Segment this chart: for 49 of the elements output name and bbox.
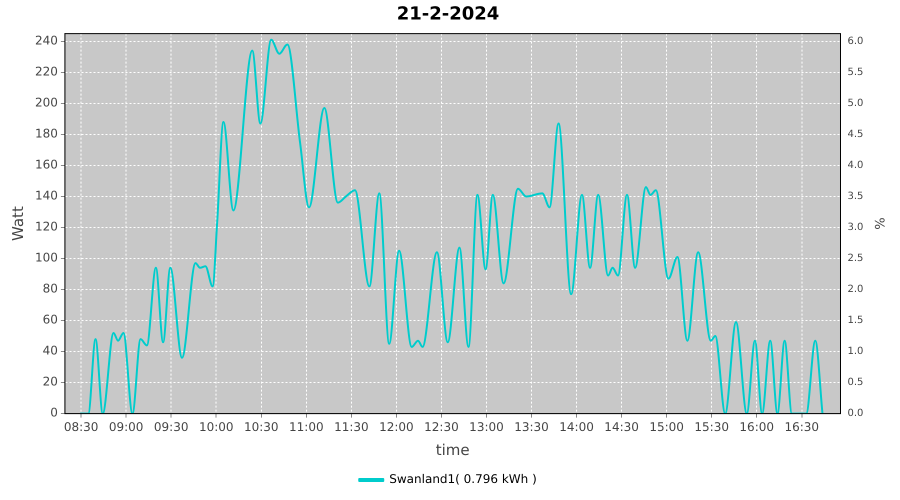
x-tick-label: 11:30: [334, 420, 369, 434]
y2-tick-label: 2.0: [847, 284, 864, 296]
x-tick-label: 09:00: [108, 420, 144, 434]
y-axis-title: Watt: [8, 206, 27, 242]
y2-tick-label: 3.0: [847, 222, 864, 234]
x-tick-label: 12:00: [379, 420, 414, 434]
x-tick-label: 13:30: [514, 420, 549, 434]
x-tick-label: 10:30: [244, 420, 279, 434]
x-tick-label: 13:00: [469, 420, 504, 434]
x-tick-label: 09:30: [154, 420, 188, 434]
y-tick-label: 120: [35, 220, 58, 234]
y-tick-label: 80: [42, 282, 58, 296]
legend-label: Swanland1( 0.796 kWh ): [389, 472, 537, 486]
x-tick-label: 14:30: [604, 420, 639, 434]
y-tick-label: 160: [35, 158, 58, 172]
line-series: [79, 38, 824, 414]
y-tick-label: 100: [35, 250, 58, 265]
y-tick-label: 200: [35, 96, 58, 110]
y-tick-label: 240: [35, 33, 58, 48]
y2-tick-label: 3.5: [847, 191, 864, 202]
y-tick-label: 220: [35, 64, 58, 78]
chart-title: 21-2-2024: [396, 3, 500, 24]
y2-axis-title: %: [870, 217, 886, 230]
x-tick-label: 10:00: [198, 420, 234, 434]
y-tick-label: 0: [50, 406, 58, 420]
y-tick-label: 40: [42, 344, 58, 358]
x-tick-label: 08:30: [64, 420, 98, 434]
x-tick-label: 15:30: [694, 420, 729, 434]
y2-tick-label: 1.5: [847, 315, 864, 326]
y2-tick-label: 0.0: [847, 408, 864, 420]
x-tick-label: 12:30: [424, 420, 459, 434]
y2-tick-label: 5.0: [847, 98, 864, 109]
y2-tick-label: 6.0: [847, 36, 864, 47]
y-tick-label: 20: [42, 374, 58, 389]
x-tick-label: 16:00: [739, 420, 774, 434]
y-tick-label: 60: [42, 312, 58, 327]
x-tick-label: 15:00: [649, 420, 684, 434]
x-tick-label: 16:30: [784, 420, 820, 434]
x-tick-label: 14:00: [559, 420, 594, 434]
y2-tick-label: 1.0: [847, 346, 864, 358]
y2-tick-label: 5.5: [847, 66, 864, 78]
y2-tick-label: 0.5: [847, 377, 864, 388]
y2-tick-label: 4.0: [847, 160, 864, 172]
y2-tick-label: 4.5: [847, 129, 864, 140]
x-tick-label: 11:00: [289, 420, 324, 434]
y2-tick-label: 2.5: [847, 253, 864, 264]
y-tick-label: 180: [35, 126, 58, 141]
y-tick-label: 140: [35, 188, 58, 203]
x-axis-title: time: [436, 440, 470, 459]
